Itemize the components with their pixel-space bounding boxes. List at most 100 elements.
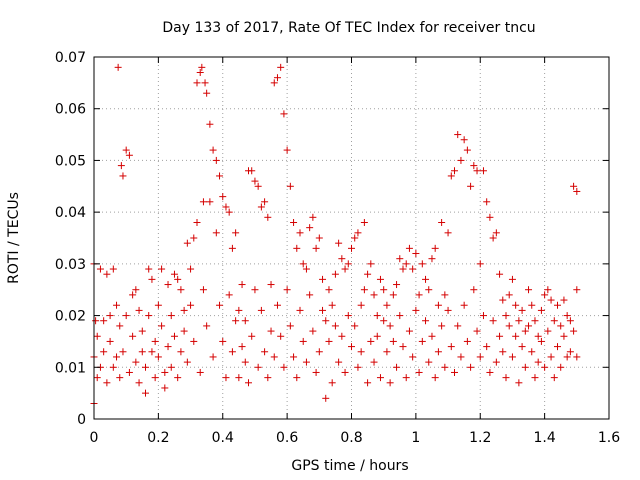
data-point <box>222 374 230 382</box>
data-point <box>290 353 298 361</box>
data-point <box>142 389 149 397</box>
x-tick-label: 1.6 <box>598 430 620 446</box>
data-point <box>364 379 372 387</box>
data-point <box>302 358 310 366</box>
data-point <box>405 244 413 252</box>
y-tick-label: 0.05 <box>55 153 86 169</box>
data-point <box>364 270 372 278</box>
data-point <box>132 358 140 366</box>
data-point <box>479 312 487 320</box>
data-point <box>280 110 288 118</box>
data-point <box>431 374 439 382</box>
data-point <box>360 218 368 226</box>
data-point <box>190 337 198 345</box>
data-point <box>376 374 384 382</box>
data-point <box>348 343 355 351</box>
data-point <box>570 327 578 335</box>
data-point <box>122 146 130 154</box>
data-point <box>515 379 523 387</box>
data-point <box>219 193 227 201</box>
data-point <box>441 291 449 299</box>
data-point <box>100 317 108 325</box>
data-point <box>566 317 574 325</box>
data-point <box>225 208 233 216</box>
data-point <box>125 368 133 376</box>
data-point <box>412 306 420 314</box>
data-point <box>129 291 137 299</box>
data-point <box>264 374 272 382</box>
data-point <box>573 187 581 195</box>
data-point <box>183 239 191 247</box>
data-point <box>370 291 378 299</box>
data-point <box>447 172 455 180</box>
data-point <box>541 363 549 371</box>
data-point <box>109 363 117 371</box>
data-point <box>399 265 407 273</box>
data-point <box>360 286 368 294</box>
data-point <box>228 348 236 356</box>
x-axis-label: GPS time / hours <box>291 458 408 474</box>
data-point <box>521 363 529 371</box>
data-point <box>296 229 304 237</box>
data-point <box>331 322 339 330</box>
data-point <box>196 69 204 77</box>
data-point <box>325 286 333 294</box>
data-point <box>438 218 446 226</box>
data-point <box>296 306 304 314</box>
data-point <box>196 368 204 376</box>
data-point <box>547 296 555 304</box>
data-point <box>164 281 172 289</box>
data-point <box>479 167 487 175</box>
x-tick-label: 1.4 <box>533 430 555 446</box>
data-point <box>515 317 523 325</box>
data-point <box>103 270 111 278</box>
data-points <box>90 63 581 407</box>
data-point <box>319 306 327 314</box>
data-point <box>434 301 442 309</box>
data-point <box>376 275 384 283</box>
data-point <box>261 198 269 206</box>
data-point <box>409 353 417 361</box>
data-point <box>521 327 529 335</box>
data-point <box>299 337 307 345</box>
data-point <box>167 363 175 371</box>
data-point <box>463 146 471 154</box>
x-tick-label: 0 <box>90 430 99 446</box>
data-point <box>325 337 333 345</box>
data-point <box>386 322 394 330</box>
data-point <box>145 312 153 320</box>
data-point <box>422 275 430 283</box>
data-point <box>418 337 426 345</box>
data-point <box>396 312 404 320</box>
data-point <box>518 343 526 351</box>
data-point <box>460 301 468 309</box>
data-point <box>277 332 285 340</box>
data-point <box>573 286 581 294</box>
data-point <box>566 348 574 356</box>
data-point <box>264 213 272 221</box>
data-point <box>425 286 433 294</box>
data-point <box>341 265 349 273</box>
x-tick-label: 0.2 <box>147 430 169 446</box>
data-point <box>232 229 240 237</box>
data-point <box>216 301 224 309</box>
data-point <box>283 286 291 294</box>
data-point <box>525 322 533 330</box>
data-point <box>170 332 178 340</box>
data-point <box>109 265 117 273</box>
y-tick-label: 0.02 <box>55 309 86 325</box>
x-tick-label: 0.6 <box>276 430 298 446</box>
y-tick-label: 0.06 <box>55 102 86 118</box>
data-point <box>405 327 413 335</box>
x-axis-ticks: 0 0.2 0.4 0.6 0.8 1 1.2 1.4 1.6 <box>90 57 620 446</box>
data-point <box>467 363 475 371</box>
data-point <box>409 265 417 273</box>
data-point <box>570 182 578 190</box>
data-point <box>470 162 478 170</box>
data-point <box>447 343 455 351</box>
data-point <box>187 301 195 309</box>
data-point <box>193 79 201 87</box>
data-point <box>293 374 301 382</box>
data-point <box>328 301 336 309</box>
data-point <box>550 374 558 382</box>
